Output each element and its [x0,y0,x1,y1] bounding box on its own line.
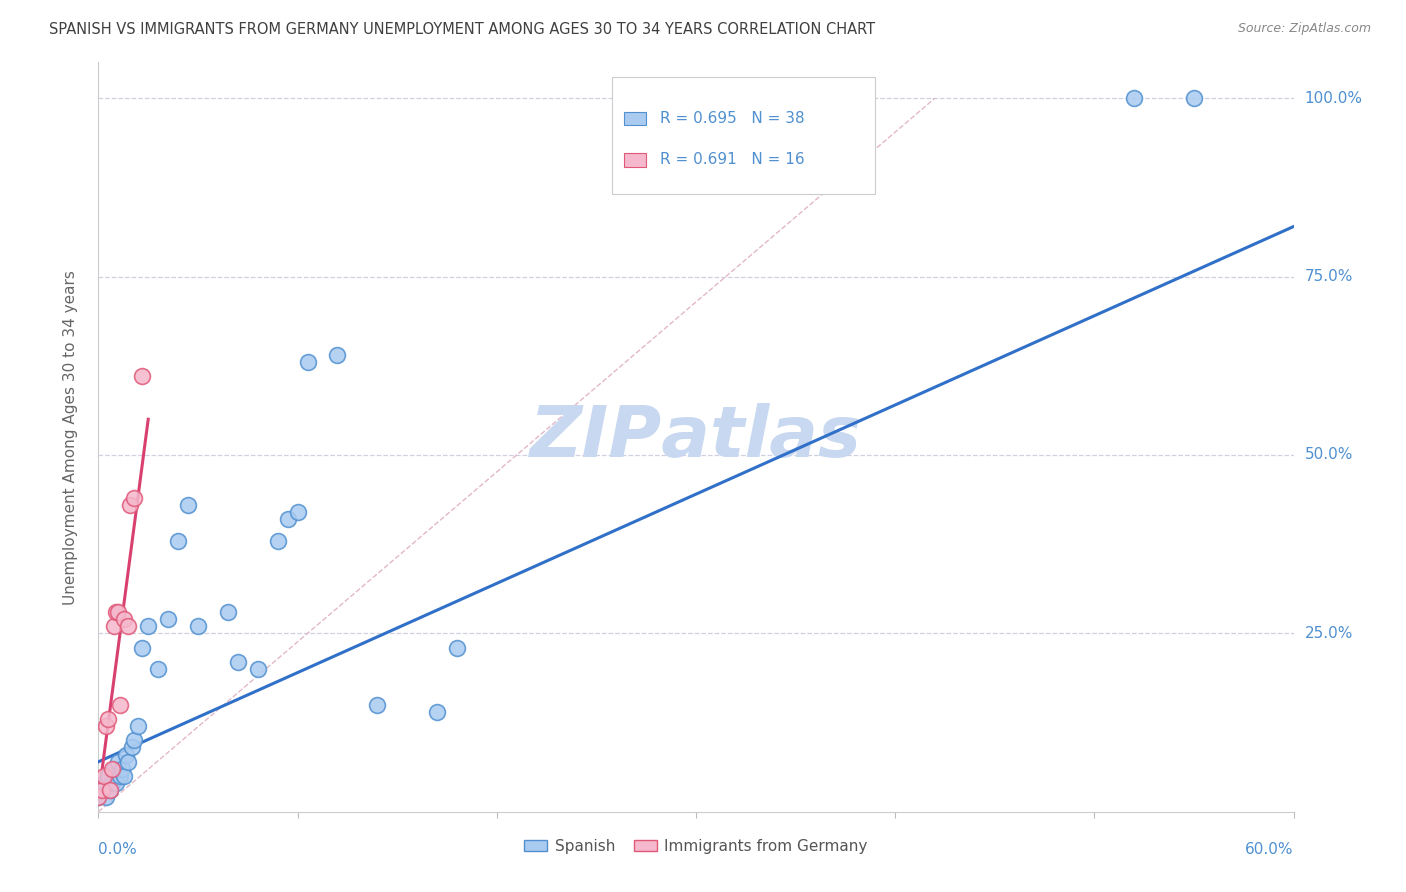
Point [117,619,139,633]
Point [366,698,388,712]
Text: R = 0.695   N = 38: R = 0.695 N = 38 [661,112,804,126]
Point [136,619,159,633]
Point [96,790,118,805]
Point [110,769,132,783]
Point [226,655,249,669]
Point [246,662,269,676]
Text: 50.0%: 50.0% [1305,448,1353,462]
Point [101,776,124,790]
Point [131,640,153,655]
Point [1123,91,1146,105]
Point [217,605,239,619]
Point [91,783,114,797]
Point [93,769,115,783]
Text: SPANISH VS IMMIGRANTS FROM GERMANY UNEMPLOYMENT AMONG AGES 30 TO 34 YEARS CORREL: SPANISH VS IMMIGRANTS FROM GERMANY UNEMP… [49,22,876,37]
Text: 60.0%: 60.0% [1246,842,1294,857]
FancyBboxPatch shape [613,78,876,194]
Point [157,612,180,626]
Point [103,762,125,776]
Point [121,740,143,755]
Point [112,769,135,783]
Legend: Spanish, Immigrants from Germany: Spanish, Immigrants from Germany [519,833,873,860]
Text: 25.0%: 25.0% [1305,626,1353,640]
Point [124,733,146,747]
Point [187,619,209,633]
Point [111,762,134,776]
Point [105,776,128,790]
Point [101,762,124,776]
Point [98,783,122,797]
Point [91,783,114,797]
Point [277,512,299,526]
Point [110,698,132,712]
Point [267,533,290,548]
Text: Source: ZipAtlas.com: Source: ZipAtlas.com [1237,22,1371,36]
Point [426,705,449,719]
Text: R = 0.691   N = 16: R = 0.691 N = 16 [661,153,804,168]
Point [287,505,309,519]
Point [177,498,200,512]
Point [148,662,170,676]
Point [120,498,142,512]
Point [115,747,138,762]
Y-axis label: Unemployment Among Ages 30 to 34 years: Unemployment Among Ages 30 to 34 years [63,269,77,605]
Point [124,491,146,505]
Point [87,790,110,805]
FancyBboxPatch shape [624,112,645,126]
Point [103,619,125,633]
Point [1182,91,1205,105]
Point [96,719,118,733]
Point [446,640,468,655]
Point [127,719,149,733]
Text: 100.0%: 100.0% [1305,91,1362,105]
Point [97,712,120,726]
Text: 0.0%: 0.0% [98,842,138,857]
Point [87,790,110,805]
FancyBboxPatch shape [624,153,645,167]
Point [98,783,122,797]
Text: 75.0%: 75.0% [1305,269,1353,284]
Point [105,605,128,619]
Point [117,755,139,769]
Point [112,612,135,626]
Point [97,769,120,783]
Point [326,348,349,362]
Point [93,776,115,790]
Point [297,355,319,369]
Point [131,369,153,384]
Point [167,533,190,548]
Text: ZIP​atlas: ZIP​atlas [530,402,862,472]
Point [107,605,129,619]
Point [107,755,129,769]
